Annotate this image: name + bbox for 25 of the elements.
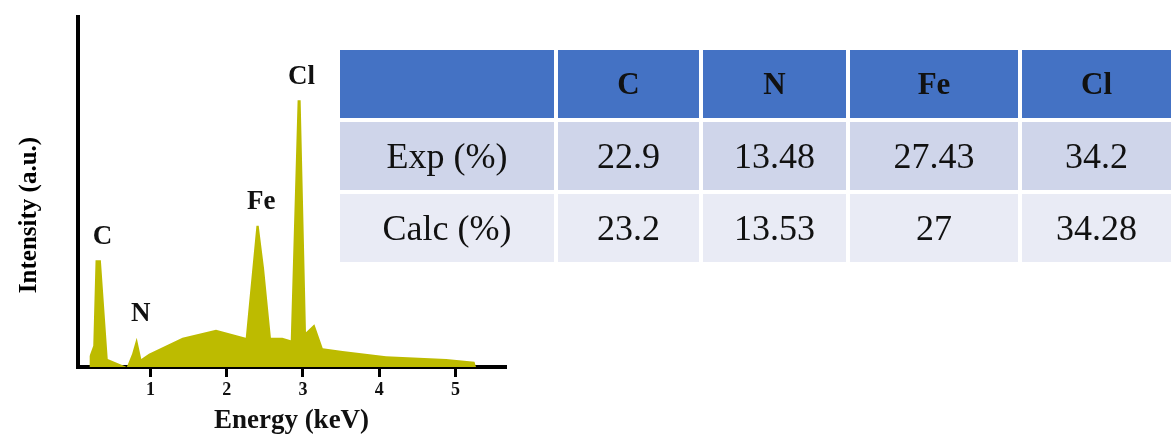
category-label: Fe <box>850 50 1018 118</box>
data-label: 34.28 <box>1022 194 1171 262</box>
x-tick-label: 2 <box>222 379 232 400</box>
category-label: C <box>558 50 699 118</box>
category-label: N <box>703 50 846 118</box>
x-tick-label: 1 <box>145 379 155 400</box>
series-label: Calc (%) <box>340 194 554 262</box>
annotation: Cl <box>288 59 316 90</box>
data-label: 27 <box>850 194 1018 262</box>
category-label: Cl <box>1022 50 1171 118</box>
series-label: Exp (%) <box>340 122 554 190</box>
data-label: 34.2 <box>1022 122 1171 190</box>
data-label: 13.53 <box>703 194 846 262</box>
data-label: 23.2 <box>558 194 699 262</box>
x-axis-title: Energy (keV) <box>213 403 370 434</box>
x-tick-label: 3 <box>298 379 308 400</box>
data-label: 22.9 <box>558 122 699 190</box>
x-tick-label: 4 <box>374 379 384 400</box>
annotation: C <box>92 219 113 250</box>
annotation: Fe <box>246 185 276 216</box>
x-tick-label: 5 <box>450 379 460 400</box>
annotation: N <box>130 297 151 328</box>
data-label: 13.48 <box>703 122 846 190</box>
data-label: 27.43 <box>850 122 1018 190</box>
y-axis-title: Intensity (a.u.) <box>14 136 42 294</box>
